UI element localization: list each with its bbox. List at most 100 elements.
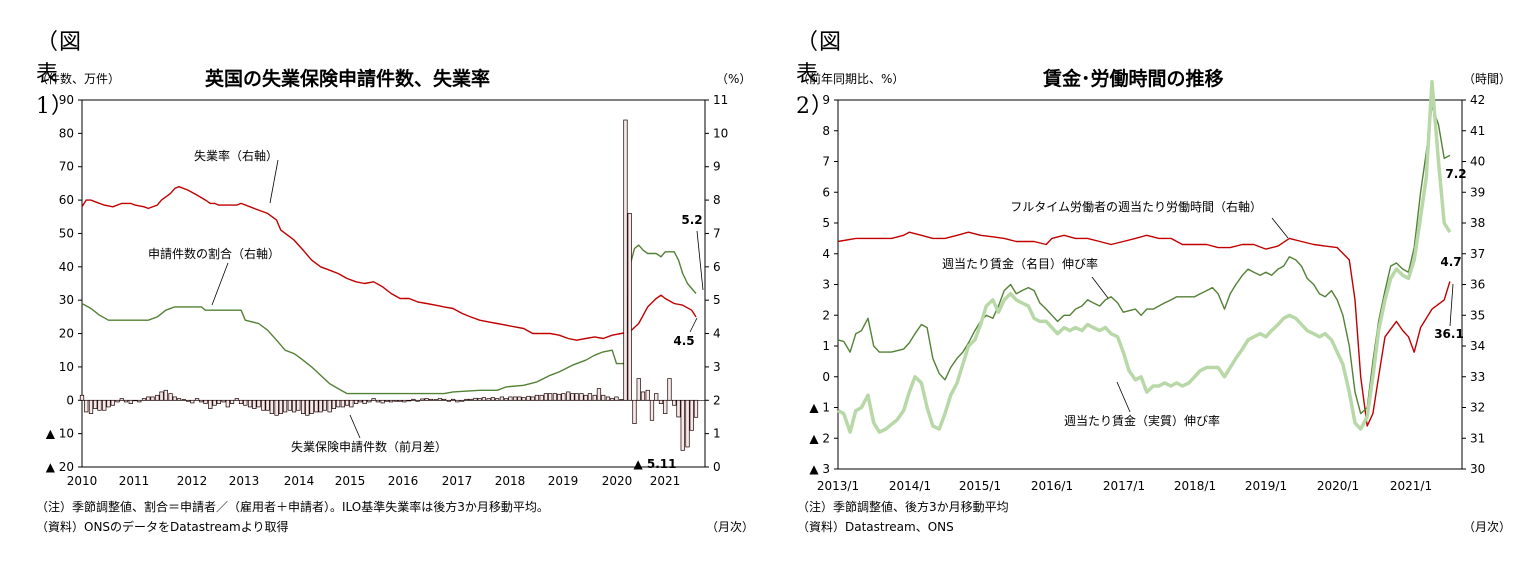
c1-bar <box>583 394 588 401</box>
c2-series-line-1 <box>837 231 1451 427</box>
c1-bar <box>517 396 522 401</box>
c1-bar <box>561 393 566 401</box>
c1-bar <box>587 393 593 401</box>
c2-left-tick-label: 4 <box>822 247 830 261</box>
c1-bar <box>221 399 226 403</box>
c2-annotation-label: 週当たり賃金（名目）伸び率 <box>942 256 1098 271</box>
c2-right-tick-label: 31 <box>1470 431 1485 445</box>
c1-bar <box>367 399 372 403</box>
c2-leader-line <box>1271 217 1289 239</box>
c1-bar <box>212 399 217 406</box>
c1-bar <box>335 399 341 408</box>
c1-bar <box>309 399 314 414</box>
c1-left-tick-label: 20 <box>59 327 74 341</box>
c2-annotation-label: 7.2 <box>1445 167 1466 181</box>
c1-bar <box>384 399 389 402</box>
c1-bar <box>79 394 85 401</box>
c1-x-tick-label: 2017 <box>442 474 473 488</box>
c1-left-tick-label: ▲ 20 <box>46 460 74 474</box>
c1-bar <box>477 398 482 401</box>
c1-bar <box>238 399 244 404</box>
c1-left-tick-label: 40 <box>59 260 74 274</box>
chart-note-2: （注）季節調整値、後方3か月移動平均 <box>797 500 1009 514</box>
c1-series-line-1 <box>81 186 697 341</box>
c1-bar <box>693 399 699 418</box>
c1-bar <box>269 399 274 414</box>
c2-leader-line <box>1091 276 1109 299</box>
c1-bar <box>322 399 327 411</box>
c1-bar <box>658 399 664 404</box>
c2-right-tick-label: 35 <box>1470 308 1485 322</box>
c1-right-tick-label: 11 <box>713 93 728 107</box>
c2-left-tick-label: 8 <box>822 124 830 138</box>
c1-bar <box>354 399 359 404</box>
c1-bar <box>340 399 345 408</box>
c1-bar <box>225 399 230 408</box>
c1-bar <box>672 399 677 406</box>
c1-bar <box>300 399 306 414</box>
c1-bar <box>159 391 164 401</box>
c2-left-tick-label: 9 <box>822 93 830 107</box>
c1-bar <box>420 398 425 401</box>
c1-left-tick-label: 10 <box>59 360 74 374</box>
c1-bar <box>513 396 518 401</box>
chart-source-2: （資料）Datastream、ONS <box>797 520 954 534</box>
c2-left-tick-label: 6 <box>822 185 830 199</box>
c1-bar <box>614 396 619 401</box>
c1-bar <box>539 394 544 401</box>
c1-bar <box>137 399 142 403</box>
c1-bar <box>371 398 376 401</box>
c1-x-tick-label: 2018 <box>495 474 526 488</box>
c1-right-tick-label: 1 <box>713 427 721 441</box>
c1-bar <box>619 399 624 401</box>
c2-right-tick-label: 37 <box>1470 247 1485 261</box>
c1-bar <box>93 399 98 409</box>
c2-x-tick-label: 2016/1 <box>1031 479 1073 493</box>
c1-bar <box>234 398 239 401</box>
c1-x-tick-label: 2010 <box>67 474 98 488</box>
c1-right-tick-label: 6 <box>713 260 721 274</box>
c1-x-tick-label: 2013 <box>229 474 260 488</box>
c2-right-tick-label: 41 <box>1470 124 1485 138</box>
c1-right-tick-label: 8 <box>713 193 721 207</box>
c1-annotation-label: 4.5 <box>673 334 694 348</box>
c1-left-tick-label: 70 <box>59 160 74 174</box>
c1-bar <box>508 396 513 401</box>
c1-leader-line <box>269 159 279 204</box>
c1-bar <box>216 399 221 404</box>
c1-bar <box>649 399 655 421</box>
c1-bar <box>627 213 632 401</box>
period-unit-1: （月次） <box>706 520 755 534</box>
chart-title-1: 英国の失業保険申請件数、失業率 <box>205 68 491 90</box>
c1-bar <box>548 393 553 401</box>
c1-bar <box>146 396 151 401</box>
c2-left-tick-label: 5 <box>822 216 830 230</box>
c1-bar <box>566 391 571 401</box>
c1-bar <box>460 399 465 402</box>
c1-bar <box>451 398 456 401</box>
c1-leader-line <box>689 317 698 333</box>
c2-x-tick-label: 2020/1 <box>1317 479 1359 493</box>
c1-left-tick-label: 30 <box>59 293 74 307</box>
c1-bar <box>552 393 558 401</box>
c1-bar <box>481 397 487 401</box>
c1-bar <box>84 399 89 413</box>
c1-bar <box>579 393 584 401</box>
c2-annotation-label: フルタイム労働者の週当たり労働時間（右軸） <box>1010 199 1262 214</box>
c1-right-tick-label: 4 <box>713 327 721 341</box>
c1-bar <box>442 398 447 401</box>
figure-label-2: （図表 2） <box>796 30 843 119</box>
c1-bar <box>499 396 505 401</box>
c2-x-tick-label: 2018/1 <box>1174 479 1216 493</box>
c1-bar <box>455 399 460 403</box>
c1-bar <box>428 398 433 401</box>
c2-left-tick-label: ▲ 1 <box>809 401 830 415</box>
c1-bar <box>119 398 124 401</box>
c1-bar <box>256 399 261 408</box>
c1-bar <box>521 397 526 401</box>
c1-bar <box>676 399 681 418</box>
c1-bar <box>358 399 363 403</box>
c1-bar <box>486 398 491 401</box>
c1-x-tick-label: 2015 <box>335 474 366 488</box>
